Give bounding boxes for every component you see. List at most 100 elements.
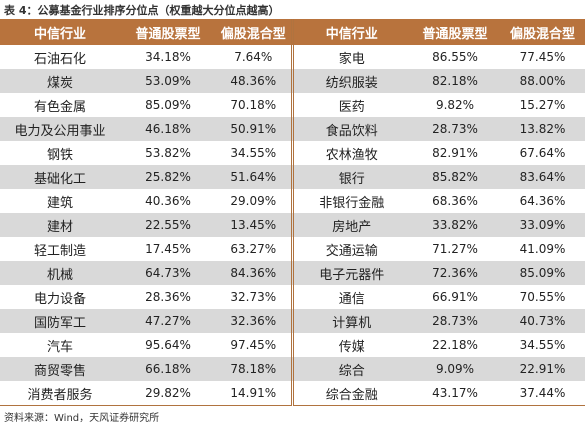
value-cell: 22.91%	[500, 357, 585, 381]
industry-cell: 电力及公用事业	[0, 117, 120, 141]
table-row: 机械 64.73% 84.36% 电子元器件 72.36% 85.09%	[0, 261, 585, 285]
value-cell: 50.91%	[216, 117, 294, 141]
value-cell: 70.55%	[519, 290, 566, 304]
table-row: 建材 22.55% 13.45% 房地产 33.82% 33.09%	[0, 213, 585, 237]
industry-cell: 银行	[292, 165, 410, 189]
table-row: 消费者服务 29.82% 14.91% 综合金融 43.17% 37.44%	[0, 381, 585, 406]
table-body: 石油石化 34.18% 7.64% 家电 86.55% 77.45% 煤炭 53.09% 48.…	[0, 45, 585, 406]
value-cell: 71.27%	[432, 242, 478, 256]
value-cell: 15.27%	[519, 98, 566, 112]
value-cell: 13.82%	[500, 117, 585, 141]
value-cell: 33.82%	[410, 213, 500, 237]
industry-cell: 交通运输	[325, 243, 378, 259]
value-cell: 72.36%	[410, 261, 500, 285]
value-cell: 84.36%	[216, 261, 294, 285]
industry-cell: 商贸零售	[0, 357, 120, 381]
value-cell: 32.36%	[216, 309, 294, 333]
value-cell: 47.27%	[120, 309, 216, 333]
value-cell: 9.09%	[410, 357, 500, 381]
value-cell: 9.82%	[435, 98, 475, 112]
industry-cell: 汽车	[46, 339, 73, 355]
table-row: 电力设备 28.36% 32.73% 通信 66.91% 70.55%	[0, 285, 585, 309]
industry-cell: 石油石化	[33, 51, 86, 67]
value-cell: 83.64%	[500, 165, 585, 189]
industry-cell: 电子元器件	[292, 261, 410, 285]
value-cell: 78.18%	[216, 357, 294, 381]
value-cell: 28.73%	[410, 117, 500, 141]
value-cell: 34.18%	[145, 50, 191, 64]
table-row: 商贸零售 66.18% 78.18% 综合 9.09% 22.91%	[0, 357, 585, 381]
header-cell: 偏股混合型	[216, 19, 294, 45]
industry-cell: 计算机	[292, 309, 410, 333]
value-cell: 28.36%	[145, 290, 191, 304]
value-cell: 40.73%	[500, 309, 585, 333]
value-cell: 37.44%	[519, 386, 566, 400]
source-note: 资料来源：Wind，天风证券研究所	[4, 413, 160, 424]
industry-cell: 轻工制造	[33, 243, 86, 259]
value-cell: 77.45%	[519, 50, 566, 64]
header-cell: 中信行业	[0, 19, 120, 45]
table-row: 汽车 95.64% 97.45% 传媒 22.18% 34.55%	[0, 333, 585, 357]
value-cell: 66.91%	[432, 290, 478, 304]
value-cell: 85.09%	[145, 98, 191, 112]
value-cell: 25.82%	[120, 165, 216, 189]
value-cell: 7.64%	[216, 45, 294, 69]
table-row: 国防军工 47.27% 32.36% 计算机 28.73% 40.73%	[0, 309, 585, 333]
industry-cell: 通信	[338, 291, 365, 307]
industry-cell: 食品饮料	[292, 117, 410, 141]
value-cell: 70.18%	[216, 93, 294, 117]
value-cell: 53.09%	[120, 69, 216, 93]
industry-cell: 综合	[292, 357, 410, 381]
value-cell: 82.18%	[410, 69, 500, 93]
table-title: 表 4：公募基金行业排序分位点（权重越大分位点越高）	[4, 4, 280, 17]
industry-cell: 纺织服装	[292, 69, 410, 93]
industry-cell: 消费者服务	[27, 387, 93, 403]
industry-cell: 综合金融	[325, 387, 378, 403]
value-cell: 34.55%	[519, 338, 566, 352]
value-cell: 32.73%	[216, 285, 294, 309]
header-cell: 普通股票型	[120, 19, 216, 45]
value-cell: 17.45%	[145, 242, 191, 256]
value-cell: 33.09%	[500, 213, 585, 237]
value-cell: 82.91%	[432, 146, 478, 160]
value-cell: 88.00%	[500, 69, 585, 93]
value-cell: 95.64%	[145, 338, 191, 352]
industry-cell: 建筑	[46, 195, 73, 211]
value-cell: 64.36%	[519, 194, 566, 208]
industry-cell: 煤炭	[0, 69, 120, 93]
table-row: 煤炭 53.09% 48.36% 纺织服装 82.18% 88.00%	[0, 69, 585, 93]
value-cell: 34.55%	[216, 141, 294, 165]
industry-cell: 钢铁	[46, 147, 73, 163]
industry-cell: 电力设备	[33, 291, 86, 307]
industry-cell: 非银行金融	[319, 195, 385, 211]
value-cell: 14.91%	[216, 381, 294, 406]
industry-cell: 基础化工	[0, 165, 120, 189]
value-cell: 86.55%	[432, 50, 478, 64]
table-row: 有色金属 85.09% 70.18% 医药 9.82% 15.27%	[0, 93, 585, 117]
table-row: 轻工制造 17.45% 63.27% 交通运输 71.27% 41.09%	[0, 237, 585, 261]
table: 中信行业 普通股票型 偏股混合型 中信行业 普通股票型 偏股混合型 石油石化 34.18% 7…	[0, 19, 585, 406]
value-cell: 53.82%	[145, 146, 191, 160]
industry-cell: 传媒	[338, 339, 365, 355]
value-cell: 13.45%	[216, 213, 294, 237]
industry-cell: 有色金属	[33, 99, 86, 115]
industry-cell: 建材	[0, 213, 120, 237]
value-cell: 51.64%	[216, 165, 294, 189]
industry-cell: 国防军工	[0, 309, 120, 333]
value-cell: 46.18%	[120, 117, 216, 141]
value-cell: 97.45%	[216, 333, 294, 357]
value-cell: 43.17%	[432, 386, 478, 400]
value-cell: 41.09%	[519, 242, 566, 256]
value-cell: 40.36%	[145, 194, 191, 208]
table-row: 石油石化 34.18% 7.64% 家电 86.55% 77.45%	[0, 45, 585, 69]
value-cell: 67.64%	[519, 146, 566, 160]
value-cell: 29.09%	[216, 189, 294, 213]
industry-cell: 家电	[338, 51, 365, 67]
value-cell: 66.18%	[120, 357, 216, 381]
value-cell: 22.55%	[120, 213, 216, 237]
value-cell: 63.27%	[216, 237, 294, 261]
value-cell: 85.09%	[500, 261, 585, 285]
industry-cell: 房地产	[292, 213, 410, 237]
table-row: 电力及公用事业 46.18% 50.91% 食品饮料 28.73% 13.82%	[0, 117, 585, 141]
